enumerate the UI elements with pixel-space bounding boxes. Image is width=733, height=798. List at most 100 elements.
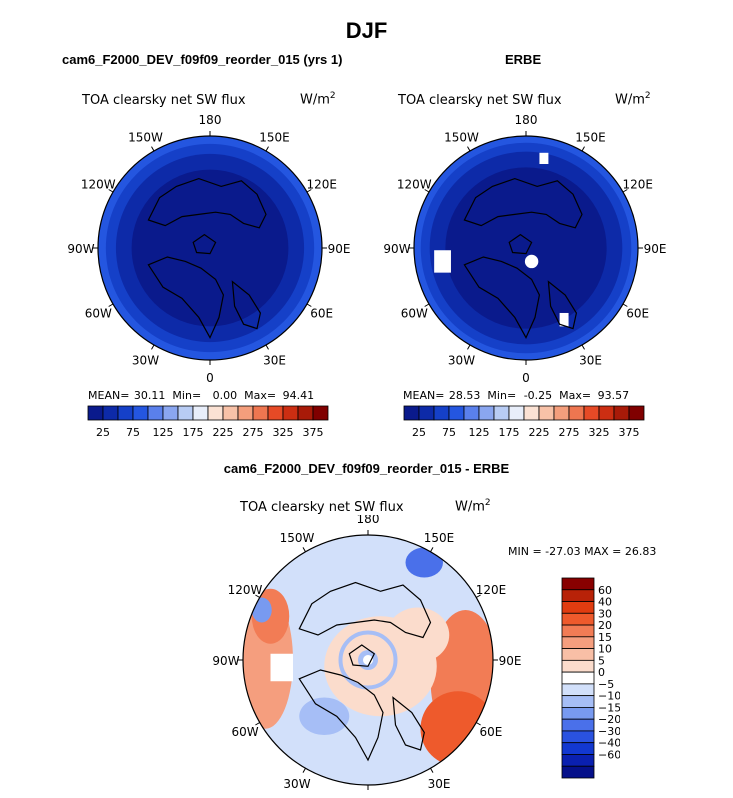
colorbar-swatch-13	[282, 405, 299, 421]
lon-label-l3: 90W	[383, 242, 410, 256]
colorbar-tick-label: 175	[183, 426, 204, 439]
coastline-3	[508, 233, 533, 255]
panel-3-title: cam6_F2000_DEV_f09f09_reorder_015 - ERBE	[223, 461, 510, 476]
lon-label-r5: 30E	[579, 354, 602, 368]
colorbar-swatch-10	[553, 405, 570, 421]
colorbar-tick-label: 175	[499, 426, 520, 439]
panel-3-units: W/m2	[455, 498, 491, 515]
lon-label-r3: 90E	[644, 242, 667, 256]
coastline-2	[547, 280, 578, 330]
diff-neg-west	[251, 597, 272, 623]
colorbar-tick-label: 275	[559, 426, 580, 439]
lon-label-r2: 120E	[622, 178, 653, 192]
lon-label-bottom: 0	[206, 371, 214, 385]
lon-label-r4: 60E	[626, 307, 649, 321]
map-field	[243, 535, 493, 785]
lon-label-r1: 150E	[575, 130, 606, 144]
colorbar-swatch-15	[628, 405, 645, 421]
diff-neg-north	[405, 547, 443, 578]
colorbar-swatch-11	[568, 405, 585, 421]
lon-tick	[581, 146, 585, 152]
colorbar-tick-label: 0	[598, 666, 605, 679]
colorbar-swatch-7	[508, 405, 525, 421]
colorbar-swatch-12	[583, 405, 600, 421]
colorbar-swatch-4	[147, 405, 164, 421]
coastline-0	[147, 177, 267, 229]
panel-1-title: cam6_F2000_DEV_f09f09_reorder_015 (yrs 1…	[62, 52, 343, 67]
colorbar-swatch-12	[267, 405, 284, 421]
diff-missing-patch	[270, 653, 293, 682]
colorbar-swatch-0	[403, 405, 420, 421]
lon-label-r1: 150E	[259, 130, 290, 144]
field-ring-3	[445, 167, 607, 329]
missing-data-0	[434, 250, 451, 273]
colorbar-swatch-1	[418, 405, 435, 421]
colorbar-tick-label: 375	[303, 426, 324, 439]
coastline-2	[231, 280, 262, 330]
lon-tick	[476, 722, 481, 726]
lon-tick	[255, 722, 260, 726]
lon-label-r1: 150E	[424, 531, 455, 545]
colorbar-swatch-9	[561, 683, 595, 697]
colorbar-swatch-11	[561, 707, 595, 720]
colorbar-tick-label: 25	[412, 426, 426, 439]
colorbar-swatch-1	[102, 405, 119, 421]
lon-tick	[430, 768, 434, 773]
colorbar-swatch-2	[561, 601, 595, 614]
colorbar-swatch-15	[312, 405, 329, 421]
colorbar-swatch-5	[162, 405, 179, 421]
colorbar-tick-label: 40	[598, 596, 612, 609]
colorbar-tick-label: 5	[598, 654, 605, 667]
colorbar-tick-label: −10	[598, 690, 620, 703]
panel-3-map: 0 30E 60E 90E 120E 150E 180 150W 120W 90W 60W 30W	[212, 515, 522, 798]
colorbar-swatch-2	[117, 405, 134, 421]
colorbar-tick-label: 325	[273, 426, 294, 439]
missing-data-2	[539, 152, 549, 164]
lon-label-l4: 60W	[85, 307, 112, 321]
colorbar-swatch-10	[561, 695, 595, 708]
lon-tick	[581, 344, 585, 350]
diff-pole-ring	[338, 630, 398, 690]
diff-pos-ne	[386, 607, 450, 663]
missing-data-3	[559, 312, 569, 327]
panel-3-subtitle: TOA clearsky net SW flux	[240, 500, 404, 515]
colorbar-swatch-1	[561, 589, 595, 602]
colorbar-swatch-0	[87, 405, 104, 421]
colorbar-tick-label: −40	[598, 737, 620, 750]
colorbar-swatch-16	[561, 765, 595, 779]
lon-label-l2: 120W	[397, 178, 432, 192]
colorbar-tick-label: 225	[213, 426, 234, 439]
coastline-2	[392, 696, 425, 751]
panel-1-stats: MEAN= 30.11 Min= 0.00 Max= 94.41	[88, 389, 315, 402]
lon-tick	[622, 303, 628, 307]
lon-label-l3: 90W	[212, 654, 239, 668]
lon-label-l5: 30W	[132, 354, 159, 368]
colorbar-tick-label: −60	[598, 748, 620, 761]
lon-label-r3: 90E	[499, 654, 522, 668]
lon-label-l1: 150W	[280, 531, 315, 545]
colorbar-swatch-13	[561, 730, 595, 744]
colorbar-tick-label: −20	[598, 713, 620, 726]
lon-label-l5: 30W	[283, 777, 310, 791]
lon-tick	[306, 189, 312, 193]
colorbar-swatch-6	[561, 648, 595, 661]
colorbar-swatch-11	[252, 405, 269, 421]
page-title: DJF	[345, 18, 388, 43]
coastline-1	[463, 256, 541, 339]
lon-label-r2: 120E	[476, 583, 507, 597]
colorbar-swatch-14	[297, 405, 314, 421]
panel-1-colorbar: 25 75 125 175 225 275 325 375	[87, 405, 329, 439]
colorbar-swatch-6	[493, 405, 510, 421]
colorbar-tick-label: 375	[619, 426, 640, 439]
panel-1-units: W/m2	[300, 91, 336, 108]
colorbar-tick-label: 275	[243, 426, 264, 439]
colorbar-tick-label: 60	[598, 584, 612, 597]
lon-label-l3: 90W	[67, 242, 94, 256]
lon-tick	[424, 189, 430, 193]
lon-label-r5: 30E	[263, 354, 286, 368]
diff-neg-sw	[299, 697, 350, 735]
lon-label-l1: 150W	[128, 130, 163, 144]
colorbar-tick-label: −5	[598, 678, 614, 691]
lon-label-top: 180	[199, 113, 222, 127]
